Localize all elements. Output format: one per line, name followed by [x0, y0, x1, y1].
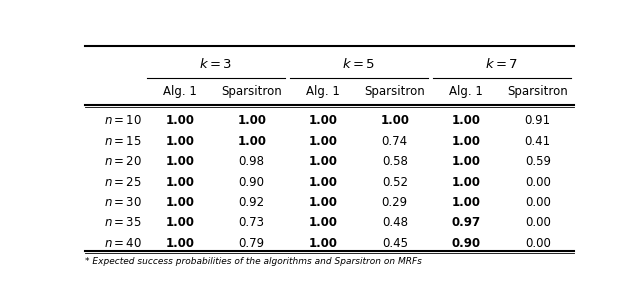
Text: 0.45: 0.45: [381, 237, 408, 250]
Text: $n = 30$: $n = 30$: [104, 196, 142, 209]
Text: Sparsitron: Sparsitron: [508, 85, 568, 98]
Text: $k = 3$: $k = 3$: [199, 57, 233, 71]
Text: 1.00: 1.00: [308, 196, 338, 209]
Text: 1.00: 1.00: [166, 237, 195, 250]
Text: 0.00: 0.00: [525, 237, 550, 250]
Text: 1.00: 1.00: [308, 135, 338, 148]
Text: 1.00: 1.00: [166, 196, 195, 209]
Text: 1.00: 1.00: [166, 135, 195, 148]
Text: 1.00: 1.00: [452, 155, 481, 168]
Text: 1.00: 1.00: [452, 135, 481, 148]
Text: 0.90: 0.90: [452, 237, 481, 250]
Text: $n = 15$: $n = 15$: [104, 135, 142, 148]
Text: 0.73: 0.73: [239, 217, 265, 229]
Text: Alg. 1: Alg. 1: [449, 85, 483, 98]
Text: 1.00: 1.00: [166, 114, 195, 127]
Text: 0.41: 0.41: [525, 135, 551, 148]
Text: 1.00: 1.00: [166, 217, 195, 229]
Text: 0.00: 0.00: [525, 196, 550, 209]
Text: 1.00: 1.00: [452, 114, 481, 127]
Text: 1.00: 1.00: [380, 114, 409, 127]
Text: 1.00: 1.00: [237, 135, 266, 148]
Text: 1.00: 1.00: [452, 196, 481, 209]
Text: $n = 20$: $n = 20$: [104, 155, 142, 168]
Text: Sparsitron: Sparsitron: [364, 85, 425, 98]
Text: 1.00: 1.00: [166, 155, 195, 168]
Text: 0.00: 0.00: [525, 217, 550, 229]
Text: $n = 40$: $n = 40$: [104, 237, 142, 250]
Text: 0.52: 0.52: [381, 176, 408, 188]
Text: $n = 10$: $n = 10$: [104, 114, 142, 127]
Text: 0.79: 0.79: [239, 237, 265, 250]
Text: 0.74: 0.74: [381, 135, 408, 148]
Text: 1.00: 1.00: [308, 217, 338, 229]
Text: Alg. 1: Alg. 1: [163, 85, 197, 98]
Text: $k = 5$: $k = 5$: [342, 57, 376, 71]
Text: Sparsitron: Sparsitron: [221, 85, 282, 98]
Text: 1.00: 1.00: [308, 155, 338, 168]
Text: 1.00: 1.00: [237, 114, 266, 127]
Text: 0.90: 0.90: [239, 176, 265, 188]
Text: $n = 25$: $n = 25$: [104, 176, 142, 188]
Text: $k = 7$: $k = 7$: [485, 57, 518, 71]
Text: $n = 35$: $n = 35$: [104, 217, 142, 229]
Text: * Expected success probabilities of the algorithms and Sparsitron on MRFs: * Expected success probabilities of the …: [85, 257, 422, 266]
Text: 1.00: 1.00: [452, 176, 481, 188]
Text: 0.92: 0.92: [239, 196, 265, 209]
Text: 1.00: 1.00: [308, 237, 338, 250]
Text: 1.00: 1.00: [166, 176, 195, 188]
Text: 0.59: 0.59: [525, 155, 551, 168]
Text: 0.97: 0.97: [452, 217, 481, 229]
Text: 0.98: 0.98: [239, 155, 265, 168]
Text: Alg. 1: Alg. 1: [307, 85, 340, 98]
Text: 1.00: 1.00: [308, 176, 338, 188]
Text: 0.00: 0.00: [525, 176, 550, 188]
Text: 0.48: 0.48: [381, 217, 408, 229]
Text: 0.91: 0.91: [525, 114, 551, 127]
Text: 1.00: 1.00: [308, 114, 338, 127]
Text: 0.58: 0.58: [382, 155, 408, 168]
Text: 0.29: 0.29: [381, 196, 408, 209]
